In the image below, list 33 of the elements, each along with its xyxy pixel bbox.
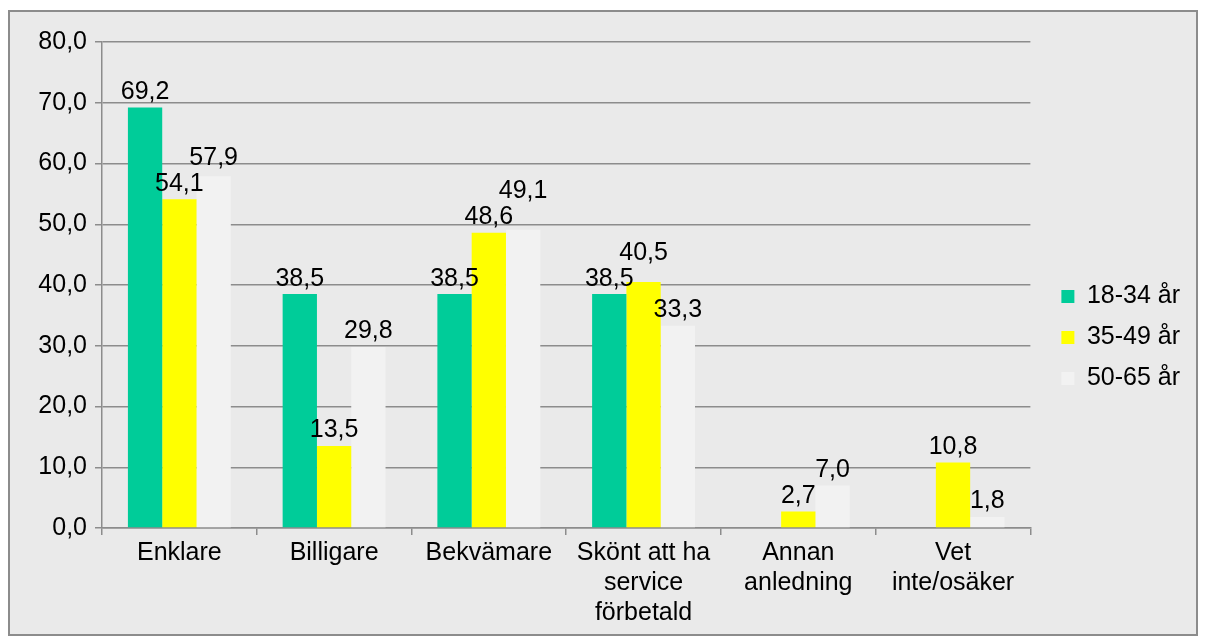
x-tick-label: Enklare — [136, 536, 222, 565]
bar — [437, 294, 472, 528]
data-label: 48,6 — [464, 201, 514, 230]
data-label: 2,7 — [780, 479, 816, 508]
y-tick-label: 60,0 — [38, 147, 87, 176]
x-tick-label: Annan anledning — [744, 536, 853, 595]
y-tick-label: 70,0 — [38, 86, 87, 115]
data-label: 29,8 — [344, 315, 393, 344]
x-tick-label: Billigare — [289, 536, 379, 565]
y-tick-label: 10,0 — [38, 451, 87, 480]
data-label: 49,1 — [498, 175, 548, 204]
x-tick-label: Vet inte/osäker — [891, 536, 1015, 595]
y-tick-label: 80,0 — [38, 25, 87, 54]
legend-label: 50-65 år — [1086, 362, 1181, 391]
y-tick-label: 40,0 — [38, 268, 87, 297]
bar — [935, 462, 971, 528]
legend-label: 18-34 år — [1086, 280, 1181, 309]
data-label: 57,9 — [189, 141, 238, 170]
data-label: 7,0 — [815, 453, 850, 482]
y-tick-label: 20,0 — [38, 390, 87, 419]
data-label: 40,5 — [619, 236, 668, 265]
data-label: 38,5 — [584, 262, 634, 291]
y-tick-label: 0,0 — [52, 511, 87, 540]
bar — [592, 294, 627, 528]
legend-label: 35-49 år — [1086, 321, 1181, 350]
y-tick-label: 30,0 — [38, 329, 87, 358]
data-label: 38,5 — [275, 262, 325, 291]
y-tick-label: 50,0 — [38, 208, 87, 237]
data-label: 10,8 — [928, 430, 978, 459]
x-tick-label: Bekvämare — [425, 536, 553, 565]
data-label: 1,8 — [969, 485, 1005, 514]
x-tick-label: Skönt att ha service förbetald — [576, 536, 711, 625]
data-label: 69,2 — [120, 76, 170, 104]
